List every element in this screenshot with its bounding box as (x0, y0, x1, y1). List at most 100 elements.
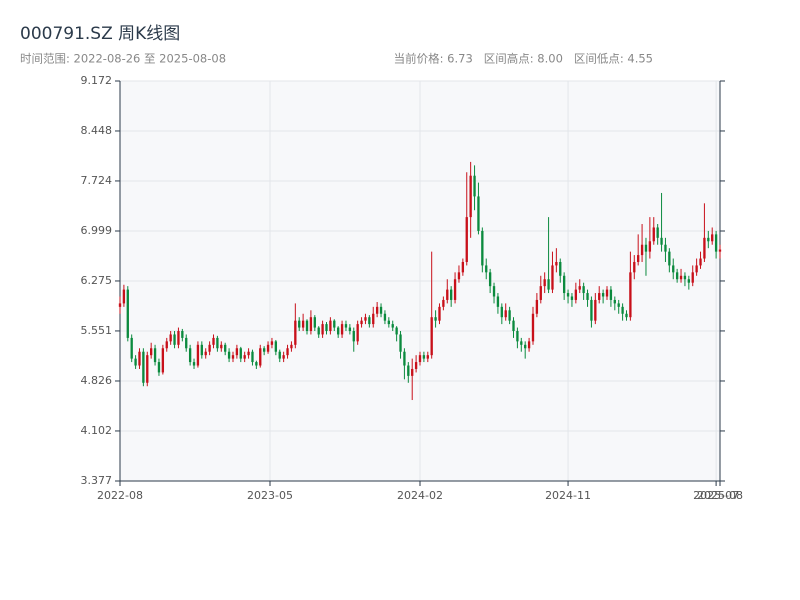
candle-body (418, 355, 422, 363)
candle-body (290, 344, 293, 349)
candle-body (360, 320, 363, 325)
candle-body (130, 337, 133, 359)
candle-body (177, 331, 180, 345)
candle-body (399, 334, 402, 352)
candle-body (488, 272, 492, 287)
candle-body (446, 289, 449, 300)
candle-body (118, 303, 122, 307)
candle-body (683, 275, 687, 280)
candle-body (605, 289, 609, 297)
candle-body (161, 348, 165, 373)
candle-body (200, 344, 203, 356)
candle-body (609, 289, 613, 300)
candle-body (356, 324, 359, 342)
candle-body (235, 348, 239, 356)
candle-body (278, 351, 281, 359)
candle-body (637, 255, 640, 262)
candle-body (403, 351, 406, 366)
candle-body (247, 351, 250, 356)
candle-body (590, 299, 593, 321)
candle-body (543, 279, 546, 287)
y-tick-label: 8.448 (81, 124, 113, 137)
candle-body (508, 310, 511, 321)
y-tick-label: 7.724 (81, 174, 113, 187)
candle-body (512, 320, 515, 332)
candle-body (594, 299, 597, 321)
candle-body (520, 341, 523, 345)
candle-body (570, 296, 574, 300)
subtitle: 时间范围: 2022-08-26 至 2025-08-08 (20, 52, 226, 66)
candle-body (672, 265, 675, 273)
candle-body (375, 306, 379, 314)
candle-body (531, 313, 535, 342)
candle-body (266, 344, 270, 352)
candle-body (633, 261, 636, 273)
candle-body (644, 244, 648, 252)
candle-body (707, 237, 710, 242)
candle-body (664, 244, 667, 252)
candle-body (422, 355, 426, 359)
y-tick-label: 5.551 (81, 324, 113, 337)
candle-body (473, 175, 476, 197)
candle-body (598, 293, 601, 300)
candle-body (477, 196, 480, 231)
candle-body (621, 306, 624, 314)
candle-body (551, 265, 554, 290)
candle-body (504, 310, 507, 318)
candle-body (387, 320, 390, 325)
candle-body (566, 293, 570, 297)
candle-body (333, 320, 336, 328)
candle-body (718, 249, 722, 252)
candle-body (411, 368, 414, 376)
candle-body (173, 334, 176, 345)
candle-body (703, 237, 706, 259)
candle-body (430, 317, 433, 356)
candle-body (270, 341, 274, 345)
x-tick-label: 2025-08 (697, 489, 743, 502)
candle-body (601, 293, 605, 297)
candle-body (652, 227, 655, 242)
candle-body (469, 175, 472, 218)
candle-body (434, 317, 437, 321)
candle-body (185, 337, 188, 349)
candle-body (146, 355, 149, 383)
candle-body (243, 355, 246, 359)
x-tick-label: 2022-08 (97, 489, 143, 502)
candle-body (442, 299, 445, 307)
candle-body (309, 317, 313, 332)
candle-body (188, 348, 192, 363)
x-tick-label: 2024-11 (545, 489, 591, 502)
candle-body (227, 351, 231, 359)
chart-title: 000791.SZ 周K线图 (20, 24, 180, 44)
candle-body (208, 344, 211, 352)
candle-body (699, 258, 702, 266)
candle-body (395, 327, 398, 335)
candle-body (239, 348, 242, 359)
candle-body (379, 306, 383, 314)
candle-body (450, 289, 453, 300)
candle-body (134, 358, 137, 366)
x-tick-label: 2023-05 (247, 489, 293, 502)
candle-body (305, 320, 309, 332)
candle-body (527, 341, 531, 349)
candle-body (535, 299, 539, 314)
candle-body (216, 337, 219, 349)
candle-body (407, 365, 410, 376)
candle-body (298, 320, 301, 328)
candle-body (629, 272, 632, 318)
candle-body (153, 348, 157, 363)
y-tick-label: 6.275 (81, 274, 113, 287)
candle-body (547, 279, 550, 290)
candle-body (220, 344, 223, 349)
candle-body (286, 348, 289, 356)
candle-body (224, 344, 227, 352)
candle-body (348, 327, 352, 332)
candle-body (317, 327, 320, 335)
candle-body (251, 351, 254, 363)
candle-body (181, 331, 184, 338)
candle-body (142, 351, 145, 383)
x-tick-label: 2024-02 (397, 489, 443, 502)
x-tick-label: 2025-07 (693, 489, 739, 502)
candle-body (196, 344, 200, 366)
